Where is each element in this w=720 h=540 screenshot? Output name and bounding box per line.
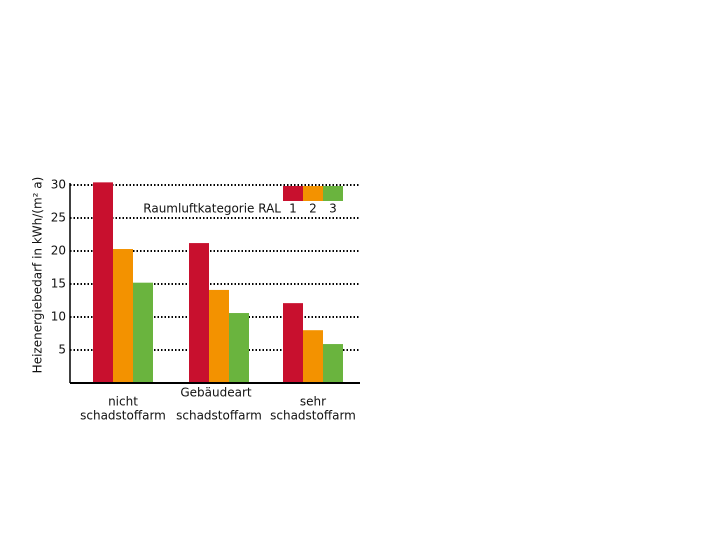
y-axis-label: Heizenergiebedarf in kWh/(m² a) (31, 177, 45, 374)
bar (209, 289, 229, 383)
x-tick-label: schadstoffarm (270, 409, 356, 423)
x-tick-label: schadstoffarm (176, 409, 262, 423)
bar (133, 282, 153, 383)
bar (189, 243, 209, 383)
legend-label: 3 (329, 202, 337, 216)
x-axis-label: Gebäudeart (180, 386, 252, 400)
legend-label: 2 (309, 202, 317, 216)
legend-title: Raumluftkategorie RAL (143, 202, 281, 216)
bar (113, 249, 133, 383)
x-tick-label: nicht (108, 395, 138, 409)
y-tick-label: 25 (51, 211, 66, 225)
bar (93, 182, 113, 383)
y-tick-label: 20 (51, 244, 66, 258)
y-tick-label: 5 (58, 343, 66, 357)
legend-swatch (283, 186, 303, 201)
legend-swatch (303, 186, 323, 201)
y-tick-label: 10 (51, 310, 66, 324)
x-tick-label: sehr (300, 395, 326, 409)
legend-swatch (323, 186, 343, 201)
bar (283, 303, 303, 383)
bar (303, 330, 323, 383)
x-tick-label: schadstoffarm (80, 409, 166, 423)
y-tick-label: 15 (51, 277, 66, 291)
bar (323, 344, 343, 383)
bar (229, 313, 249, 383)
legend-label: 1 (289, 202, 297, 216)
y-tick-label: 30 (51, 178, 66, 192)
